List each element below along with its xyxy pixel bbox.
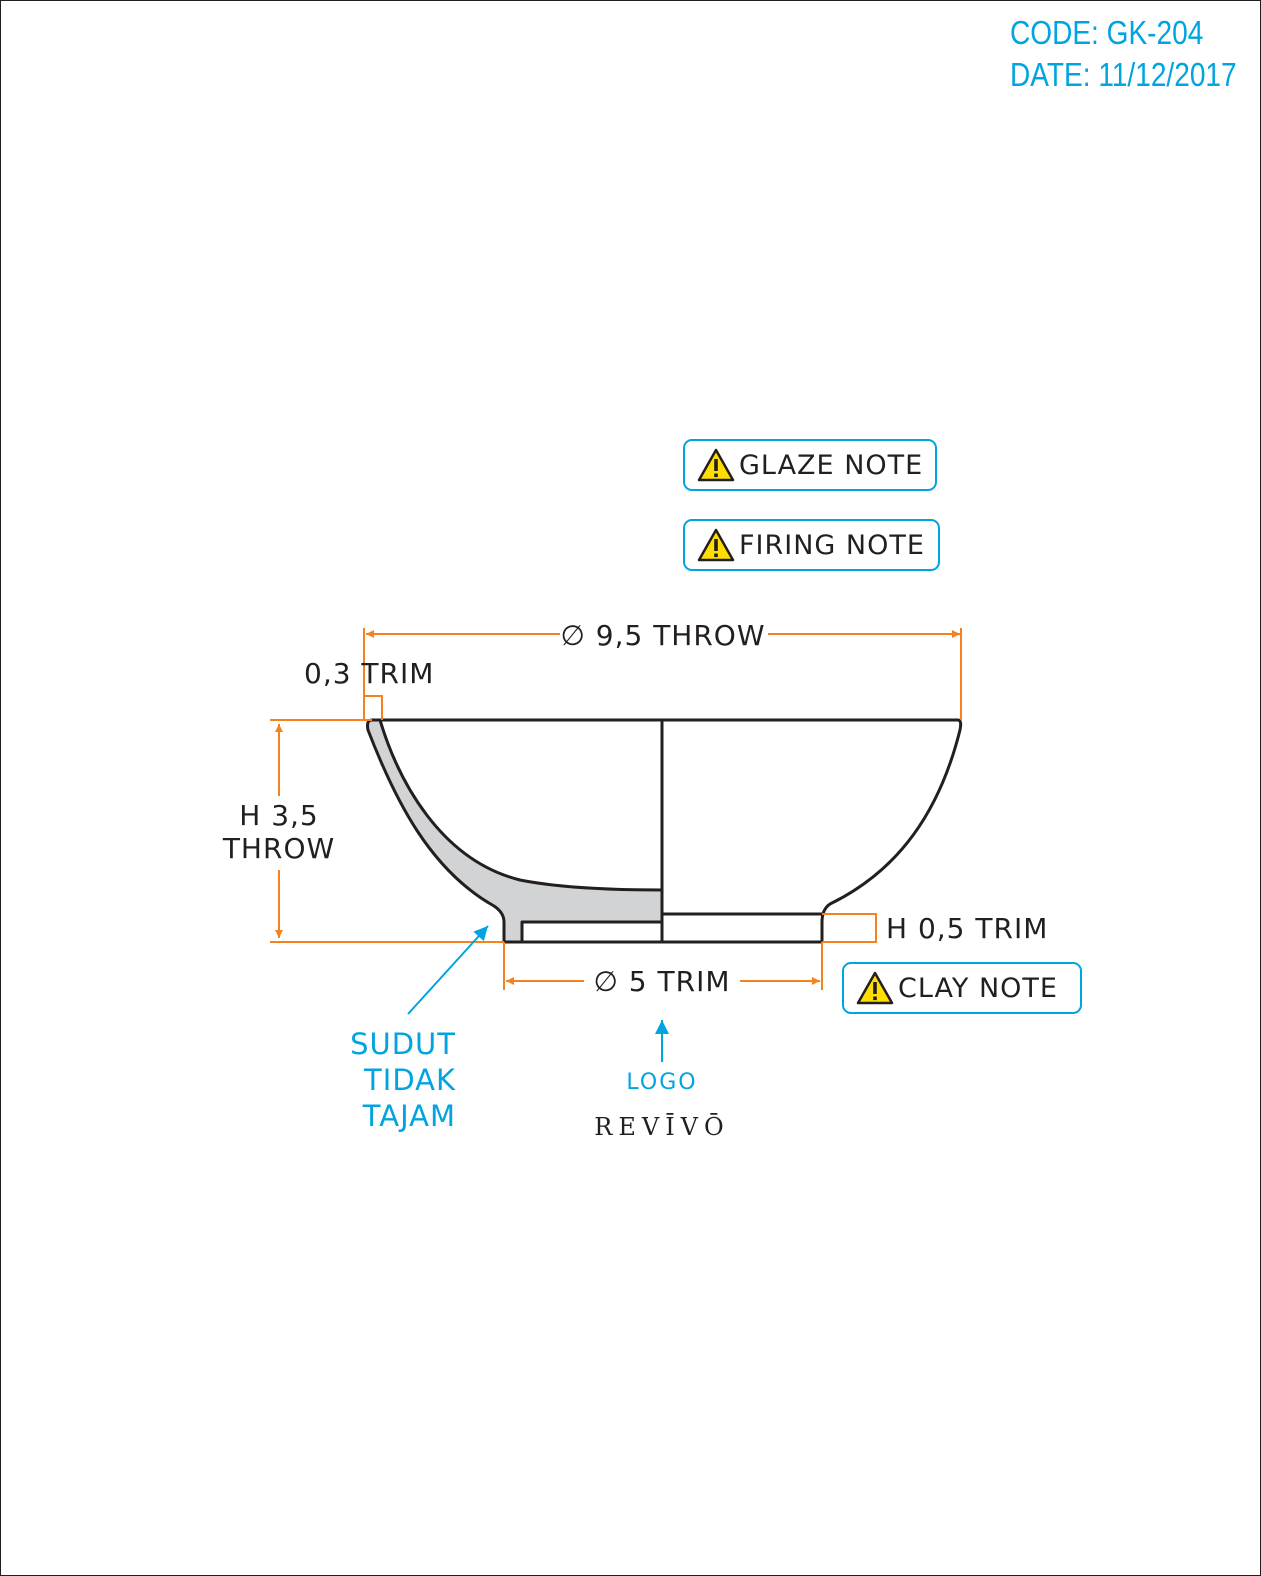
corner-note-line: TIDAK [363, 1063, 456, 1097]
foot-height-bracket [822, 913, 877, 943]
foot-diameter-trim-label: ∅ 5 TRIM [594, 965, 731, 998]
height-throw-label: H 3,5 [239, 799, 318, 832]
foot-height-trim-label: H 0,5 TRIM [886, 912, 1048, 945]
glaze-note-label: GLAZE NOTE [739, 449, 924, 481]
warning-icon [697, 448, 735, 482]
section-wall [366, 718, 664, 944]
logo-label: LOGO [626, 1070, 697, 1095]
corner-leader-arrow [407, 925, 489, 1015]
clay-note-label: CLAY NOTE [898, 972, 1058, 1004]
product-code: CODE: GK-204 [1010, 14, 1204, 51]
firing-note-box[interactable]: FIRING NOTE [683, 519, 940, 571]
diameter-throw-label: ∅ 9,5 THROW [560, 619, 765, 652]
firing-note-label: FIRING NOTE [739, 529, 925, 561]
bowl-outer-profile [380, 718, 963, 944]
drawing-date: DATE: 11/12/2017 [1010, 56, 1237, 93]
warning-icon [697, 528, 735, 562]
corner-note-line: TAJAM [362, 1099, 456, 1133]
height-throw-label: THROW [222, 832, 335, 865]
corner-note-line: SUDUT [350, 1027, 456, 1061]
clay-note-box[interactable]: CLAY NOTE [842, 962, 1082, 1014]
rim-trim-bracket [363, 695, 383, 720]
glaze-note-box[interactable]: GLAZE NOTE [683, 439, 937, 491]
warning-icon [856, 971, 894, 1005]
title-block: CODE: GK-204 DATE: 11/12/2017 [1010, 12, 1237, 96]
rim-trim-label: 0,3 TRIM [304, 657, 434, 690]
brand-logo: REVĪVŌ [594, 1113, 729, 1141]
